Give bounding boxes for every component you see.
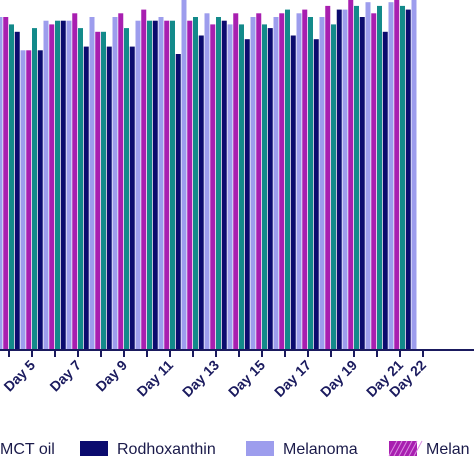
- bar-mct-oil-day-6: [32, 28, 37, 350]
- bar-melanoma-day-7: [66, 20, 72, 350]
- bar-melanoma-day-8: [89, 17, 95, 350]
- bar-melan-day-12: [187, 20, 193, 350]
- tick-label-day-11: Day 11: [133, 357, 176, 400]
- bar-rodhoxanthin-day-10: [129, 46, 135, 350]
- bar-rodhoxanthin-day-21: [382, 31, 388, 351]
- bar-melan-day-11: [164, 20, 170, 350]
- bar-melan-day-10: [141, 9, 147, 350]
- bar-melan-day-7: [72, 13, 78, 351]
- tick-label-day-9: Day 9: [92, 357, 130, 395]
- bar-melan-day-14: [233, 13, 239, 351]
- bar-melan-day-19: [348, 0, 354, 350]
- bar-mct-oil-day-15: [239, 24, 244, 351]
- bar-melan-day-4: [3, 17, 9, 350]
- bar-melanoma-day-20: [365, 2, 371, 350]
- bar-melan-day-5: [26, 50, 32, 351]
- bar-rodhoxanthin-day-16: [267, 28, 273, 350]
- bar-melanoma-day-16: [273, 17, 279, 350]
- bar-melan-day-15: [256, 13, 262, 351]
- bar-mct-oil-day-22: [400, 5, 405, 351]
- bar-mct-oil-day-8: [78, 28, 83, 350]
- x-axis-ticks: [8, 350, 424, 357]
- bar-melan-day-9: [118, 13, 124, 351]
- bar-rodhoxanthin-day-17: [290, 35, 296, 350]
- bar-melanoma-day-17: [296, 13, 302, 351]
- bar-rodhoxanthin-day-5: [14, 31, 20, 351]
- bar-rodhoxanthin-day-13: [198, 35, 204, 350]
- x-axis-tick-labels: Day 5 Day 7 Day 9 Day 11 Day 13 Day 15 Day 17 D…: [0, 357, 429, 400]
- bar-melan-day-8: [95, 31, 101, 351]
- bar-mct-oil-day-17: [285, 9, 290, 350]
- bar-mct-oil-day-13: [193, 17, 198, 350]
- bar-mct-oil-day-7: [55, 20, 60, 350]
- bar-melanoma-day-18: [319, 17, 325, 350]
- bar-melanoma-day-10: [135, 20, 141, 350]
- legend-label-melan: Melan: [426, 441, 470, 458]
- bar-melanoma-day-12: [181, 0, 187, 350]
- bar-melanoma-day-22: [411, 0, 417, 350]
- bar-melan-day-6: [49, 24, 55, 351]
- bar-melan-day-21: [394, 0, 400, 351]
- bar-rodhoxanthin-day-19: [336, 9, 342, 350]
- bar-rodhoxanthin-day-6: [37, 50, 43, 351]
- bar-rodhoxanthin-day-14: [221, 20, 227, 350]
- tick-label-day-5: Day 5: [0, 357, 38, 395]
- bar-mct-oil-day-14: [216, 17, 221, 350]
- bar-rodhoxanthin-day-8: [83, 46, 89, 350]
- tick-label-day-7: Day 7: [46, 357, 84, 395]
- tick-label-day-13: Day 13: [179, 357, 222, 400]
- bar-rodhoxanthin-day-7: [60, 20, 66, 350]
- bar-mct-oil-day-21: [377, 5, 382, 351]
- legend-hatch-line: [408, 440, 418, 457]
- legend-hatch-line: [393, 440, 403, 457]
- bar-rodhoxanthin-day-18: [313, 39, 319, 350]
- bar-mct-oil-day-9: [101, 31, 106, 351]
- bar-mct-oil-day-20: [354, 5, 359, 351]
- bar-melanoma-day-19: [342, 9, 348, 350]
- legend-label-rodhoxanthin: Rodhoxanthin: [117, 441, 216, 458]
- legend-swatch-rodhoxanthin: [80, 441, 108, 456]
- legend-label-melanoma: Melanoma: [283, 441, 358, 458]
- bar-rodhoxanthin-day-9: [106, 46, 112, 350]
- tick-label-day-17: Day 17: [271, 357, 314, 400]
- bar-melanoma-day-5: [20, 50, 26, 351]
- bar-melan-day-13: [210, 24, 216, 351]
- bar-melanoma-day-15: [250, 17, 256, 350]
- legend-swatch-melanoma: [246, 441, 274, 456]
- legend-hatch-line: [413, 440, 423, 457]
- bar-melan-day-18: [325, 5, 331, 351]
- bar-mct-oil-day-18: [308, 17, 313, 350]
- bar-rodhoxanthin-day-11: [152, 20, 158, 350]
- bar-mct-oil-day-5: [9, 24, 14, 351]
- bar-mct-oil-day-12: [170, 20, 175, 350]
- bar-mct-oil-day-11: [147, 20, 152, 350]
- legend-hatch-line: [398, 440, 408, 457]
- bar-melan-day-17: [302, 9, 308, 350]
- bar-mct-oil-day-19: [331, 24, 336, 351]
- bar-mct-oil-day-10: [124, 28, 129, 350]
- bar-melan-day-16: [279, 13, 285, 351]
- bar-melanoma-day-6: [43, 20, 49, 350]
- bar-area: [0, 0, 417, 351]
- bar-rodhoxanthin-day-20: [359, 17, 365, 350]
- bar-melanoma-day-21: [388, 2, 394, 350]
- bar-melanoma-day-13: [204, 13, 210, 351]
- bar-melan-day-20: [371, 13, 377, 351]
- bar-melanoma-day-4: [0, 17, 3, 350]
- bar-melanoma-day-14: [227, 24, 233, 351]
- bar-rodhoxanthin-day-15: [244, 39, 250, 350]
- bar-rodhoxanthin-day-22: [405, 9, 411, 350]
- legend-hatch-line: [388, 440, 398, 457]
- bar-mct-oil-day-16: [262, 24, 267, 351]
- legend-label-mct-oil: MCT oil: [0, 441, 55, 458]
- bar-melanoma-day-9: [112, 17, 118, 350]
- legend-hatch-line: [403, 440, 413, 457]
- bar-rodhoxanthin-day-12: [175, 54, 181, 350]
- tick-label-day-19: Day 19: [317, 357, 360, 400]
- bar-melanoma-day-11: [158, 17, 164, 350]
- tick-label-day-15: Day 15: [225, 357, 268, 400]
- legend: MCT oil Rodhoxanthin Melanoma Melan: [0, 440, 470, 458]
